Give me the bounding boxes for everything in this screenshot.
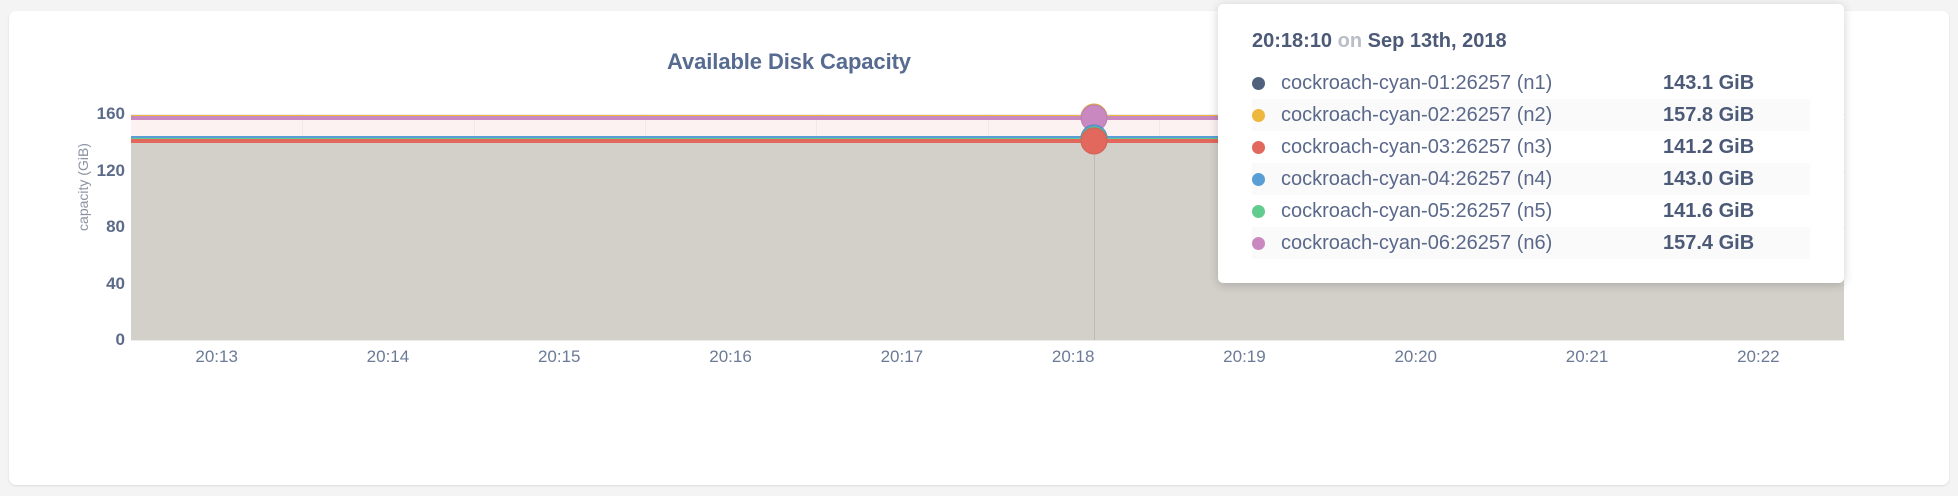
series-hover-marker xyxy=(1080,127,1108,155)
y-tick-label: 80 xyxy=(106,217,125,236)
series-color-dot-icon xyxy=(1252,172,1265,186)
y-tick-label: 120 xyxy=(96,160,125,180)
series-color-dot-icon xyxy=(1252,236,1265,250)
y-axis-ticks: 160 120 80 40 0 xyxy=(39,11,125,485)
x-tick-label: 20:14 xyxy=(366,347,410,366)
series-color-dot-icon xyxy=(1252,76,1265,90)
tooltip-time: 20:18:10 xyxy=(1252,30,1333,52)
tooltip-series-row: cockroach-cyan-05:26257 (n5) 141.6 GiB xyxy=(1252,195,1810,227)
tooltip-series-name: cockroach-cyan-05:26257 (n5) xyxy=(1281,199,1553,222)
x-tick-label: 20:20 xyxy=(1394,347,1438,366)
tooltip-series-value: 143.1 GiB xyxy=(1663,71,1755,94)
x-tick-label: 20:21 xyxy=(1565,347,1609,366)
tooltip-series-row: cockroach-cyan-02:26257 (n2) 157.8 GiB xyxy=(1252,99,1810,131)
tooltip-series-row: cockroach-cyan-04:26257 (n4) 143.0 GiB xyxy=(1252,163,1810,195)
y-tick-label: 0 xyxy=(115,330,125,349)
tooltip-timestamp: 20:18:10 on Sep 13th, 2018 xyxy=(1252,30,1810,53)
tooltip-series-value: 141.6 GiB xyxy=(1663,199,1755,222)
series-line xyxy=(131,138,1844,143)
x-tick-label: 20:19 xyxy=(1223,347,1266,366)
tooltip-series-name: cockroach-cyan-01:26257 (n1) xyxy=(1281,71,1553,94)
x-tick-label: 20:13 xyxy=(195,347,238,366)
tooltip-series-row: cockroach-cyan-06:26257 (n6) 157.4 GiB xyxy=(1252,227,1810,259)
tooltip-series-list: cockroach-cyan-01:26257 (n1) 143.1 GiB coc… xyxy=(1252,67,1810,259)
gridline xyxy=(131,114,1845,115)
x-tick-label: 20:22 xyxy=(1737,347,1780,366)
tooltip-series-name: cockroach-cyan-02:26257 (n2) xyxy=(1281,103,1553,126)
tooltip-series-row: cockroach-cyan-01:26257 (n1) 143.1 GiB xyxy=(1252,67,1810,99)
x-tick-label: 20:18 xyxy=(1051,347,1095,366)
tooltip-series-value: 143.0 GiB xyxy=(1663,167,1755,190)
tooltip-connector: on xyxy=(1337,30,1363,52)
tooltip-series-value: 157.4 GiB xyxy=(1663,231,1755,254)
x-tick-label: 20:15 xyxy=(537,347,581,366)
y-tick-label: 40 xyxy=(106,273,125,293)
series-color-dot-icon xyxy=(1252,204,1265,218)
page-title: Available Disk Capacity xyxy=(667,49,911,74)
x-tick-label: 20:16 xyxy=(709,347,752,366)
hover-tooltip: 20:18:10 on Sep 13th, 2018 cockroach-cya… xyxy=(1218,4,1844,283)
hover-crosshair xyxy=(1094,114,1095,340)
tooltip-series-name: cockroach-cyan-04:26257 (n4) xyxy=(1281,167,1553,190)
tooltip-series-row: cockroach-cyan-03:26257 (n3) 141.2 GiB xyxy=(1252,131,1810,163)
tooltip-series-value: 141.2 GiB xyxy=(1663,135,1755,158)
tooltip-series-name: cockroach-cyan-06:26257 (n6) xyxy=(1281,231,1553,254)
tooltip-series-value: 157.8 GiB xyxy=(1663,103,1755,126)
series-line xyxy=(131,115,1844,120)
y-tick-label: 160 xyxy=(96,104,125,123)
x-tick-label: 20:17 xyxy=(880,347,924,366)
series-color-dot-icon xyxy=(1252,140,1265,154)
gridline xyxy=(131,340,1845,341)
tooltip-date: Sep 13th, 2018 xyxy=(1367,30,1507,52)
tooltip-series-name: cockroach-cyan-03:26257 (n3) xyxy=(1281,135,1553,158)
series-color-dot-icon xyxy=(1252,108,1265,122)
